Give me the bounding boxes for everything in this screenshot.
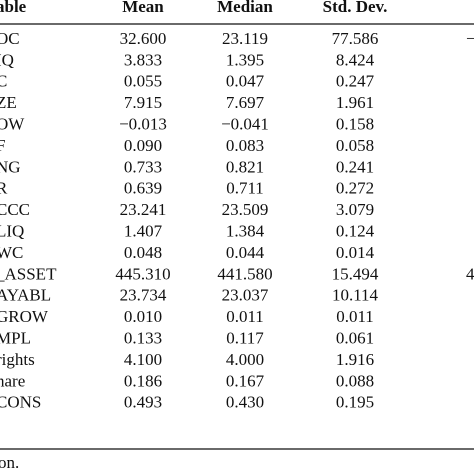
cell: 8.424 bbox=[336, 50, 375, 69]
cell: 4 bbox=[466, 264, 474, 283]
row-label: NG bbox=[0, 157, 21, 176]
row-label: MPL bbox=[0, 329, 31, 348]
cell: 0.055 bbox=[124, 72, 162, 91]
cell: −0.013 bbox=[119, 115, 167, 134]
cell: 0.044 bbox=[226, 243, 265, 262]
cell: 0.711 bbox=[226, 179, 264, 198]
cell: 0.272 bbox=[336, 179, 374, 198]
cell: 23.037 bbox=[222, 286, 269, 305]
cell: 0.058 bbox=[336, 136, 374, 155]
cell: 32.600 bbox=[120, 29, 167, 48]
cell: 0.011 bbox=[226, 307, 264, 326]
cell: 7.697 bbox=[226, 93, 265, 112]
row-label: _ASSET bbox=[0, 264, 57, 283]
cell: 7.915 bbox=[124, 93, 162, 112]
cell: 23.119 bbox=[222, 29, 268, 48]
cell: 0.011 bbox=[336, 307, 374, 326]
cell: 77.586 bbox=[332, 29, 379, 48]
footnote: on. bbox=[0, 453, 19, 472]
cell: 0.186 bbox=[124, 371, 162, 390]
row-label: C bbox=[0, 72, 7, 91]
cell: 0.167 bbox=[226, 371, 265, 390]
cell: 0.010 bbox=[124, 307, 162, 326]
row-label: AYABL bbox=[0, 286, 51, 305]
cell: 0.083 bbox=[226, 136, 264, 155]
row-label: OW bbox=[0, 115, 25, 134]
cell: 441.580 bbox=[217, 264, 272, 283]
cell: − bbox=[466, 29, 474, 48]
cell: 10.114 bbox=[332, 286, 379, 305]
cell: 0.014 bbox=[336, 243, 375, 262]
row-label: IQ bbox=[0, 50, 14, 69]
cell: 0.493 bbox=[124, 393, 162, 412]
cell: 3.079 bbox=[336, 200, 374, 219]
row-label: CONS bbox=[0, 393, 41, 412]
cell: 4.000 bbox=[226, 350, 264, 369]
cell: 23.509 bbox=[222, 200, 269, 219]
cell: 0.158 bbox=[336, 115, 374, 134]
row-label: ZE bbox=[0, 93, 17, 112]
header-cell: Std. Dev. bbox=[323, 0, 388, 16]
cell: 0.047 bbox=[226, 72, 265, 91]
row-label: WC bbox=[0, 243, 23, 262]
cell: 0.195 bbox=[336, 393, 374, 412]
cell: 0.090 bbox=[124, 136, 162, 155]
cell: 23.734 bbox=[120, 286, 167, 305]
row-label: R bbox=[0, 179, 8, 198]
cell: 15.494 bbox=[332, 264, 379, 283]
row-label: OC bbox=[0, 29, 20, 48]
cell: 0.430 bbox=[226, 393, 264, 412]
cell: 1.395 bbox=[226, 50, 264, 69]
row-label: F bbox=[0, 136, 5, 155]
cell: 0.088 bbox=[336, 371, 374, 390]
cell: 0.117 bbox=[226, 329, 264, 348]
header-cell: able bbox=[0, 0, 27, 16]
row-label: LIQ bbox=[0, 222, 24, 241]
cell: 4.100 bbox=[124, 350, 162, 369]
row-label: GROW bbox=[0, 307, 49, 326]
cell: 1.384 bbox=[226, 222, 265, 241]
cell: −0.041 bbox=[221, 115, 269, 134]
cell: 1.407 bbox=[124, 222, 163, 241]
cell: 0.733 bbox=[124, 157, 162, 176]
cell: 0.061 bbox=[336, 329, 374, 348]
cell: 0.048 bbox=[124, 243, 162, 262]
header-cell: Mean bbox=[122, 0, 164, 16]
row-label: rights bbox=[0, 350, 35, 369]
row-label: hare bbox=[0, 371, 25, 390]
row-label: CCC bbox=[0, 200, 30, 219]
cell: 445.310 bbox=[115, 264, 170, 283]
cell: 0.124 bbox=[336, 222, 375, 241]
cell: 0.821 bbox=[226, 157, 264, 176]
cell: 23.241 bbox=[120, 200, 167, 219]
header-cell: Median bbox=[217, 0, 273, 16]
cell: 1.916 bbox=[336, 350, 374, 369]
cell: 0.639 bbox=[124, 179, 162, 198]
cell: 0.241 bbox=[336, 157, 374, 176]
cell: 0.247 bbox=[336, 72, 375, 91]
cell: 3.833 bbox=[124, 50, 162, 69]
cell: 0.133 bbox=[124, 329, 162, 348]
cell: 1.961 bbox=[336, 93, 374, 112]
